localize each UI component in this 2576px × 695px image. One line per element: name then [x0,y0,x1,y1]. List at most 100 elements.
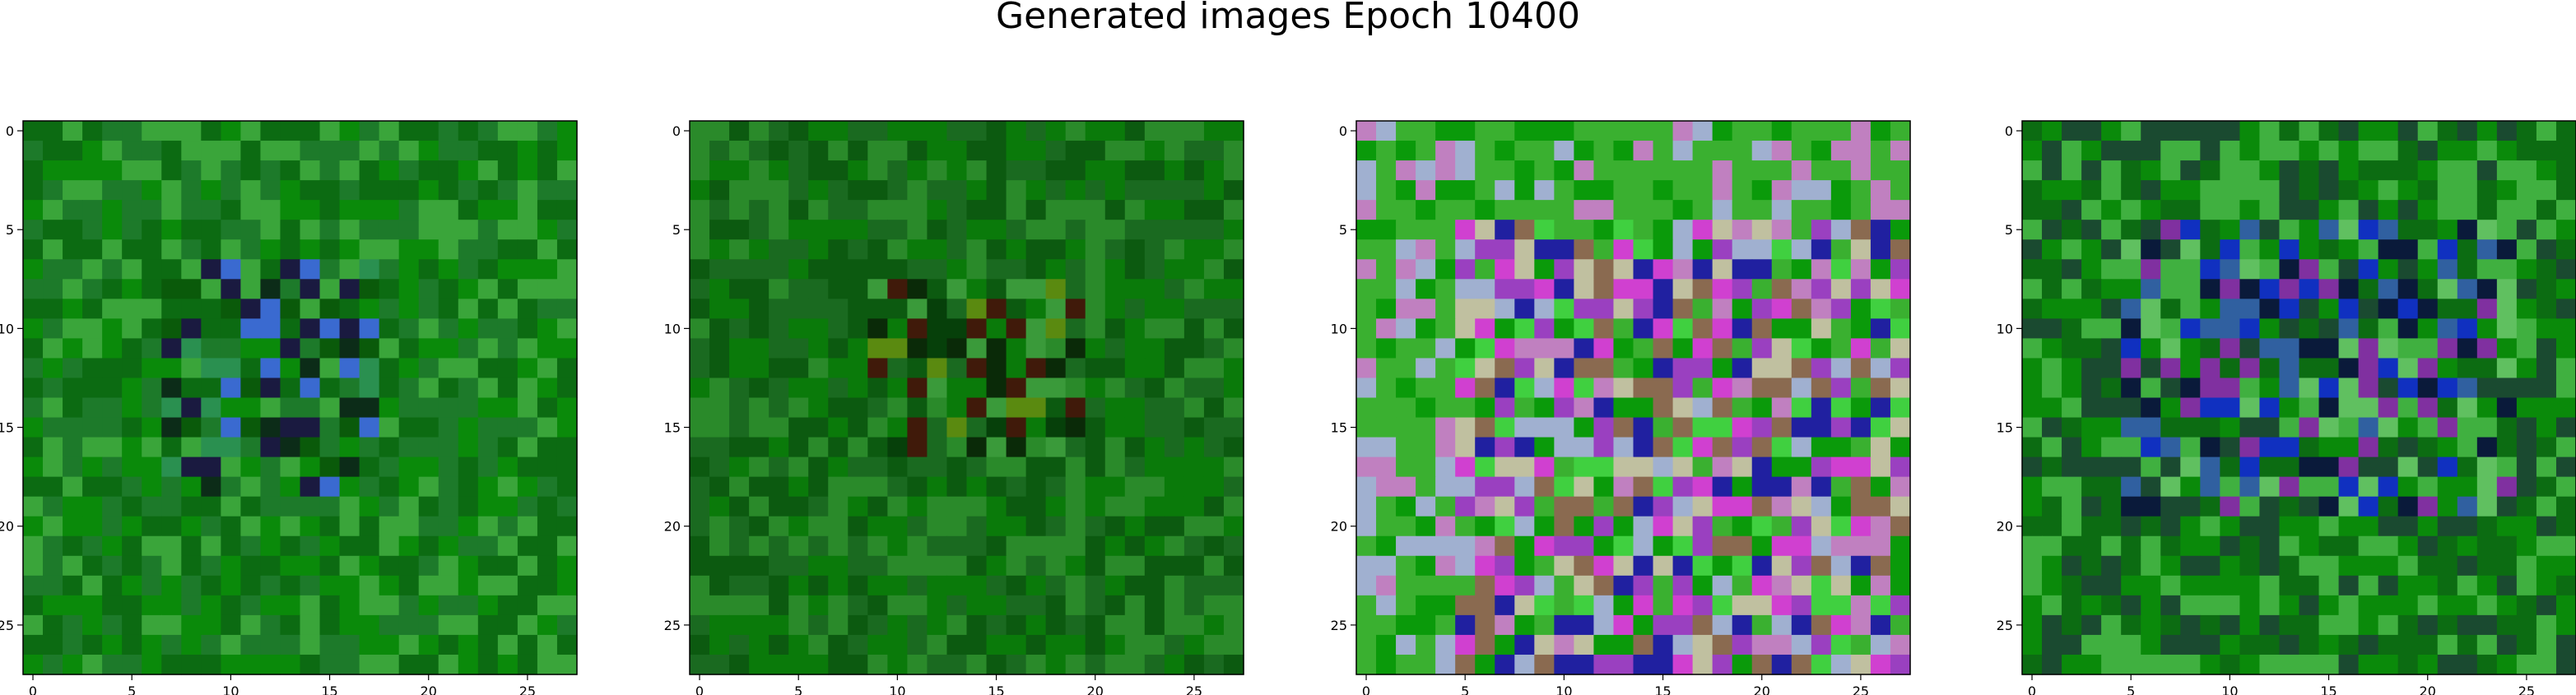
pixel-cell [1416,634,1436,656]
pixel-cell [43,200,63,220]
pixel-cell [63,535,83,557]
pixel-cell [1850,279,1872,299]
pixel-cell [2318,200,2340,220]
pixel-cell [1085,397,1106,419]
pixel-cell [1791,220,1812,240]
pixel-cell [2299,555,2320,577]
pixel-cell [2338,121,2360,141]
pixel-cell [300,141,321,161]
pixel-cell [2101,456,2122,478]
pixel-cell [359,456,380,478]
pixel-cell [556,634,578,656]
pixel-cell [2141,299,2161,319]
pixel-cell [2358,456,2379,478]
pixel-cell [2042,318,2062,339]
pixel-cell [2062,180,2082,201]
pixel-cell [359,200,380,220]
pixel-cell [418,279,439,299]
pixel-cell [808,634,829,656]
pixel-cell [438,259,459,280]
pixel-cell [1085,516,1106,537]
pixel-cell [1534,259,1555,280]
pixel-cell [2220,496,2240,517]
pixel-cell [1534,220,1555,240]
pixel-cell [1811,634,1832,656]
pixel-cell [1164,496,1185,517]
pixel-cell [2536,200,2557,220]
pixel-cell [1811,456,1832,478]
pixel-cell [438,239,459,260]
pixel-cell [1870,141,1891,161]
pixel-cell [82,160,103,181]
pixel-cell [848,535,868,557]
pixel-cell [398,299,420,319]
pixel-cell [749,654,770,675]
pixel-cell [1534,614,1555,636]
pixel-cell [1514,180,1535,201]
pixel-cell [497,397,518,419]
pixel-cell [2081,358,2102,379]
pixel-cell [1045,338,1067,359]
pixel-cell [1104,279,1126,299]
pixel-cell [2279,516,2300,537]
pixel-cell [788,456,809,478]
pixel-cell [2358,121,2379,141]
pixel-cell [1672,595,1694,616]
pixel-cell [181,417,202,438]
pixel-cell [339,535,360,557]
pixel-cell [300,200,321,220]
pixel-cell [2220,437,2240,458]
pixel-cell [82,239,103,260]
pixel-cell [907,299,928,319]
pixel-cell [240,299,262,319]
pixel-cell [1183,358,1205,379]
pixel-cell [2437,121,2458,141]
pixel-cell [887,456,908,478]
pixel-cell [458,121,479,141]
pixel-cell [1006,338,1027,359]
pixel-cell [690,378,710,399]
x-tick-label: 25 [1853,683,1869,695]
x-tick-label: 0 [2028,683,2036,695]
pixel-cell [788,220,809,240]
pixel-cell [769,259,789,280]
pixel-cell [201,555,221,577]
pixel-cell [887,121,908,141]
pixel-cell [43,358,63,379]
pixel-cell [2476,614,2498,636]
pixel-cell [1085,595,1106,616]
pixel-cell [1183,239,1205,260]
pixel-cell [2516,417,2537,438]
pixel-cell [43,239,63,260]
pixel-cell [319,338,341,359]
pixel-cell [1203,299,1225,319]
pixel-cell [319,575,341,596]
pixel-cell [1104,654,1126,675]
pixel-cell [887,299,908,319]
pixel-cell [729,634,750,656]
pixel-cell [749,456,770,478]
pixel-cell [2121,614,2141,636]
pixel-cell [102,516,123,537]
pixel-cell [2042,200,2062,220]
pixel-cell [1811,496,1832,517]
pixel-cell [398,239,420,260]
pixel-cell [2141,318,2161,339]
pixel-cell [1164,239,1185,260]
pixel-cell [300,535,321,557]
pixel-cell [1672,535,1694,557]
pixel-cell [497,318,518,339]
pixel-cell [2279,456,2300,478]
pixel-cell [2180,496,2201,517]
pixel-cell [1751,259,1773,280]
pixel-cell [1203,496,1225,517]
pixel-cell [1811,121,1832,141]
pixel-cell [966,654,988,675]
pixel-cell [1791,141,1812,161]
pixel-cell [1534,141,1555,161]
pixel-cell [537,239,558,260]
pixel-cell [1416,358,1436,379]
pixel-cell [1534,160,1555,181]
pixel-cell [418,141,439,161]
pixel-cell [102,318,123,339]
